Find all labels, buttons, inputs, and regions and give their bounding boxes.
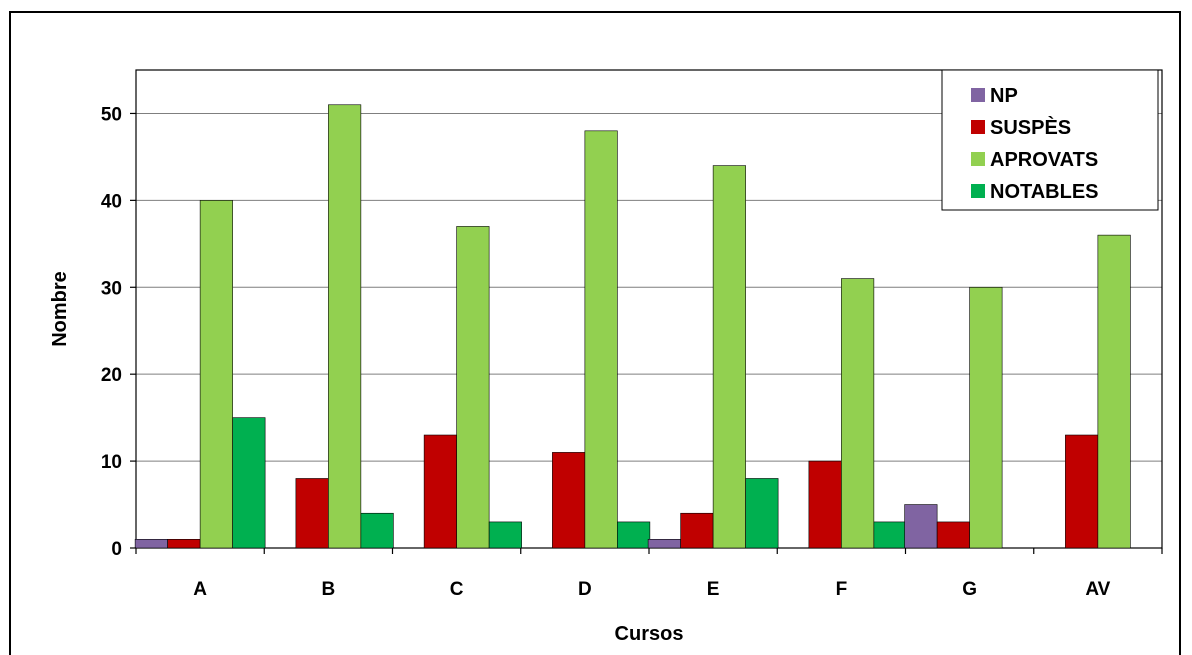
bar-susp-s-e xyxy=(680,512,714,549)
bar-susp-s-f xyxy=(808,460,842,549)
y-tick-label: 0 xyxy=(111,539,122,560)
x-axis-ticks: A B C D E F G AV xyxy=(135,548,1163,600)
bar-np-a xyxy=(134,539,168,549)
x-tick-label: F xyxy=(836,579,848,600)
y-tick-label: 20 xyxy=(101,365,122,386)
bar-notables-a xyxy=(232,417,266,549)
x-tick-label: B xyxy=(322,579,336,600)
x-axis-title: Cursos xyxy=(615,623,684,645)
bar-susp-s-a xyxy=(167,539,201,549)
y-axis-ticks: 0 10 20 30 40 50 xyxy=(101,104,136,560)
bar-aprovats-av xyxy=(1097,234,1131,549)
legend-label: NP xyxy=(990,85,1018,107)
y-axis-title: Nombre xyxy=(49,271,71,347)
bar-aprovats-c xyxy=(456,226,490,549)
bar-aprovats-a xyxy=(199,200,233,549)
x-tick-label: E xyxy=(707,579,720,600)
bar-susp-s-c xyxy=(423,434,457,549)
legend-label: NOTABLES xyxy=(990,181,1099,203)
bar-aprovats-g xyxy=(969,286,1003,549)
x-tick-label: D xyxy=(578,579,592,600)
legend-swatch xyxy=(971,120,985,134)
y-tick-label: 30 xyxy=(101,278,122,299)
legend-label: APROVATS xyxy=(990,149,1098,171)
legend-swatch xyxy=(971,88,985,102)
bar-susp-s-d xyxy=(552,452,586,549)
x-tick-label: C xyxy=(450,579,464,600)
y-tick-label: 50 xyxy=(101,104,122,125)
x-tick-label: AV xyxy=(1085,579,1110,600)
legend-swatch xyxy=(971,152,985,166)
bars xyxy=(134,104,1131,549)
x-tick-label: G xyxy=(962,579,977,600)
legend: NP SUSPÈS APROVATS NOTABLES xyxy=(941,69,1159,211)
bar-susp-s-b xyxy=(295,478,329,549)
bar-aprovats-e xyxy=(712,165,746,549)
bar-notables-d xyxy=(617,521,651,549)
bar-np-e xyxy=(647,539,681,549)
bar-aprovats-d xyxy=(584,130,618,549)
y-tick-label: 40 xyxy=(101,191,122,212)
x-tick-label: A xyxy=(193,579,207,600)
legend-swatch xyxy=(971,184,985,198)
bar-notables-b xyxy=(360,512,394,549)
bar-np-g xyxy=(904,504,938,549)
y-tick-label: 10 xyxy=(101,452,122,473)
bar-aprovats-b xyxy=(328,104,362,549)
legend-label: SUSPÈS xyxy=(990,116,1071,139)
bar-notables-f xyxy=(873,521,907,549)
bar-susp-s-av xyxy=(1065,434,1099,549)
bar-aprovats-f xyxy=(841,278,875,549)
bar-susp-s-g xyxy=(936,521,970,549)
bar-notables-e xyxy=(745,478,779,549)
bar-notables-c xyxy=(488,521,522,549)
